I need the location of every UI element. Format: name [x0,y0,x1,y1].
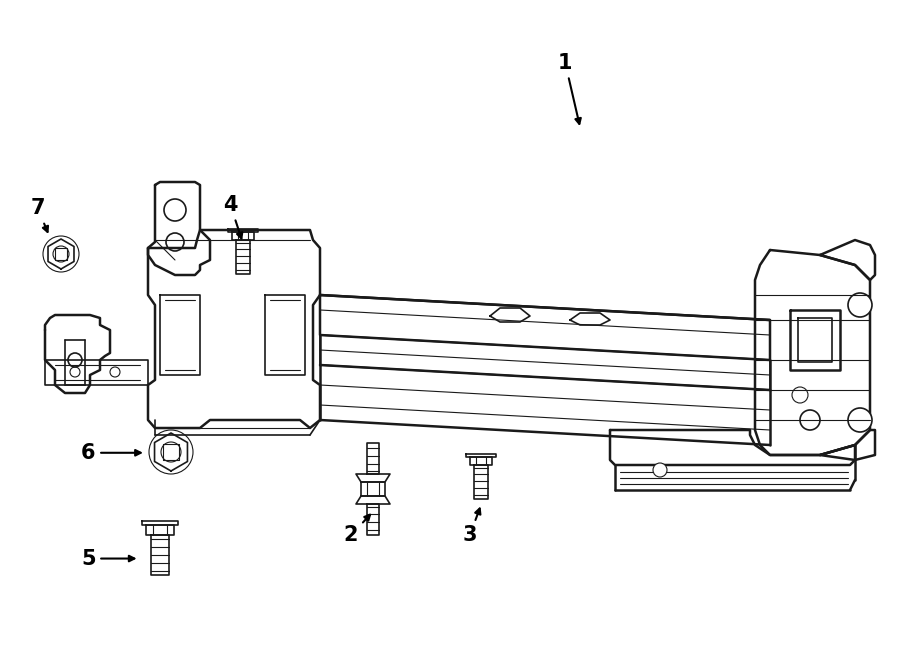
Polygon shape [356,474,390,482]
Polygon shape [320,295,770,360]
Text: 7: 7 [31,198,48,232]
Polygon shape [146,525,174,535]
Text: 4: 4 [223,195,242,239]
Text: 5: 5 [81,549,134,568]
Polygon shape [466,454,496,457]
Polygon shape [367,443,379,474]
Polygon shape [356,496,390,504]
Circle shape [848,408,872,432]
Polygon shape [265,295,305,375]
Polygon shape [820,430,875,460]
Polygon shape [148,230,320,428]
Text: 1: 1 [558,53,580,124]
Text: 2: 2 [344,515,370,545]
Circle shape [164,199,186,221]
Polygon shape [470,457,492,465]
Polygon shape [228,229,258,232]
Circle shape [653,463,667,477]
Circle shape [166,233,184,251]
Polygon shape [610,430,855,465]
Polygon shape [232,232,254,240]
Polygon shape [45,360,148,385]
Circle shape [848,293,872,317]
Polygon shape [474,465,488,499]
Polygon shape [790,310,840,370]
Polygon shape [160,295,200,375]
Polygon shape [320,335,770,390]
Polygon shape [48,239,74,269]
Polygon shape [820,240,875,280]
Polygon shape [367,504,379,535]
Polygon shape [755,250,870,455]
Polygon shape [236,240,250,274]
Polygon shape [142,521,178,525]
Polygon shape [151,535,169,575]
Polygon shape [361,482,385,496]
Text: 6: 6 [81,443,140,463]
Polygon shape [45,315,110,393]
Polygon shape [155,433,187,471]
Circle shape [800,410,820,430]
Text: 3: 3 [463,508,481,545]
Polygon shape [148,182,210,275]
